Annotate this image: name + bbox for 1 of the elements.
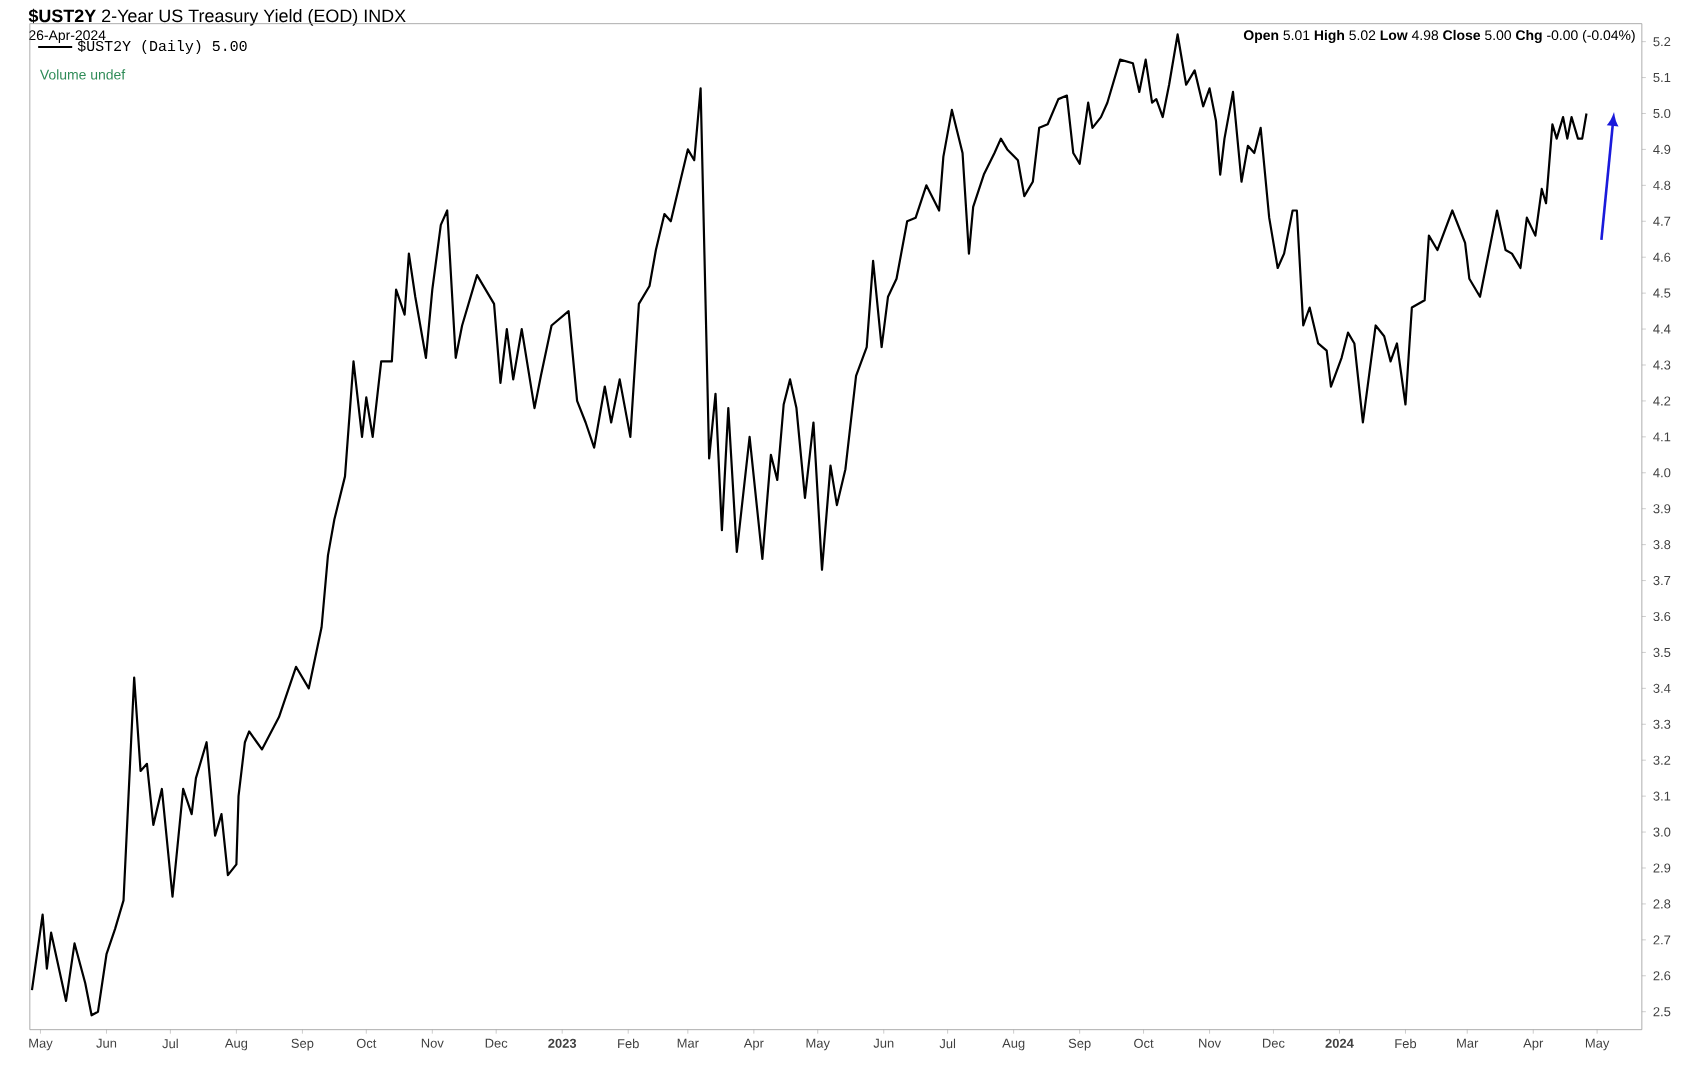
chart-title: $UST2Y 2-Year US Treasury Yield (EOD) INDX (28, 8, 406, 26)
